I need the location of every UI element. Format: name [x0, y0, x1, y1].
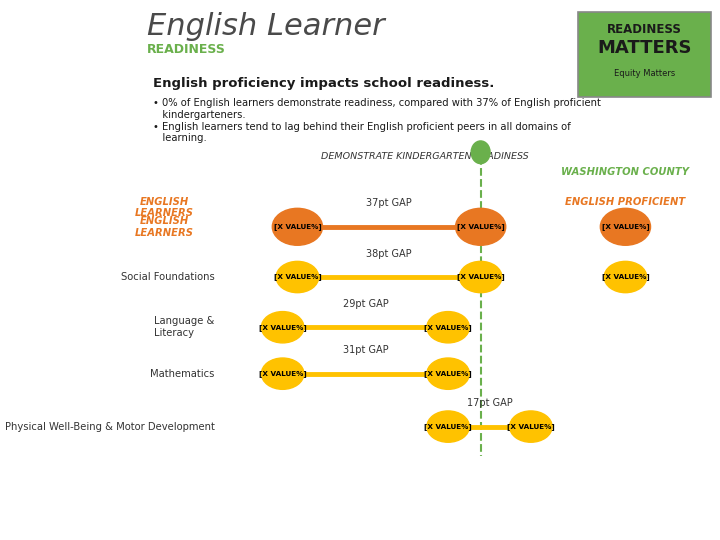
Ellipse shape — [604, 261, 647, 293]
Text: Social Foundations: Social Foundations — [121, 272, 215, 282]
Ellipse shape — [456, 208, 505, 245]
Ellipse shape — [600, 208, 651, 245]
Text: ENGLISH
LEARNERS: ENGLISH LEARNERS — [135, 216, 194, 238]
Text: kindergarteners.: kindergarteners. — [153, 110, 246, 120]
FancyBboxPatch shape — [578, 12, 711, 97]
Text: English Learner: English Learner — [147, 12, 384, 41]
Text: • 0% of English learners demonstrate readiness, compared with 37% of English pro: • 0% of English learners demonstrate rea… — [153, 98, 600, 109]
Text: Mathematics: Mathematics — [150, 369, 215, 379]
Ellipse shape — [272, 208, 323, 245]
Text: 37pt GAP: 37pt GAP — [366, 198, 412, 208]
Text: WASHINGTON COUNTY: WASHINGTON COUNTY — [562, 167, 690, 178]
Ellipse shape — [471, 141, 490, 164]
Ellipse shape — [510, 411, 552, 442]
Ellipse shape — [276, 261, 319, 293]
Text: Equity Matters: Equity Matters — [613, 69, 675, 78]
Text: [X VALUE%]: [X VALUE%] — [456, 224, 505, 230]
Text: [X VALUE%]: [X VALUE%] — [258, 370, 307, 377]
Text: READINESS: READINESS — [607, 23, 682, 36]
Text: [X VALUE%]: [X VALUE%] — [274, 224, 321, 230]
Ellipse shape — [261, 312, 304, 343]
Text: Language &
Literacy: Language & Literacy — [154, 316, 215, 338]
Ellipse shape — [261, 358, 304, 389]
Text: [X VALUE%]: [X VALUE%] — [258, 324, 307, 330]
Text: [X VALUE%]: [X VALUE%] — [507, 423, 554, 430]
Text: [X VALUE%]: [X VALUE%] — [601, 224, 649, 230]
Text: [X VALUE%]: [X VALUE%] — [424, 370, 472, 377]
Text: [X VALUE%]: [X VALUE%] — [424, 324, 472, 330]
Text: • English learners tend to lag behind their English proficient peers in all doma: • English learners tend to lag behind th… — [153, 122, 570, 132]
Ellipse shape — [427, 411, 469, 442]
Text: English proficiency impacts school readiness.: English proficiency impacts school readi… — [153, 77, 494, 90]
Text: 29pt GAP: 29pt GAP — [343, 299, 388, 309]
Text: [X VALUE%]: [X VALUE%] — [601, 274, 649, 280]
Text: [X VALUE%]: [X VALUE%] — [274, 274, 321, 280]
Text: Physical Well-Being & Motor Development: Physical Well-Being & Motor Development — [5, 422, 215, 431]
Text: DEMONSTRATE KINDERGARTEN READINESS: DEMONSTRATE KINDERGARTEN READINESS — [320, 152, 528, 161]
Text: 31pt GAP: 31pt GAP — [343, 345, 388, 355]
Text: 38pt GAP: 38pt GAP — [366, 248, 412, 259]
Text: ENGLISH PROFICIENT: ENGLISH PROFICIENT — [565, 197, 685, 207]
Text: [X VALUE%]: [X VALUE%] — [424, 423, 472, 430]
Text: [X VALUE%]: [X VALUE%] — [456, 274, 505, 280]
Text: 17pt GAP: 17pt GAP — [467, 398, 513, 408]
Ellipse shape — [427, 358, 469, 389]
Text: MATTERS: MATTERS — [597, 39, 692, 57]
Text: ENGLISH
LEARNERS: ENGLISH LEARNERS — [135, 197, 194, 218]
Text: READINESS: READINESS — [147, 43, 225, 56]
Ellipse shape — [459, 261, 502, 293]
Text: learning.: learning. — [153, 133, 207, 144]
Ellipse shape — [427, 312, 469, 343]
